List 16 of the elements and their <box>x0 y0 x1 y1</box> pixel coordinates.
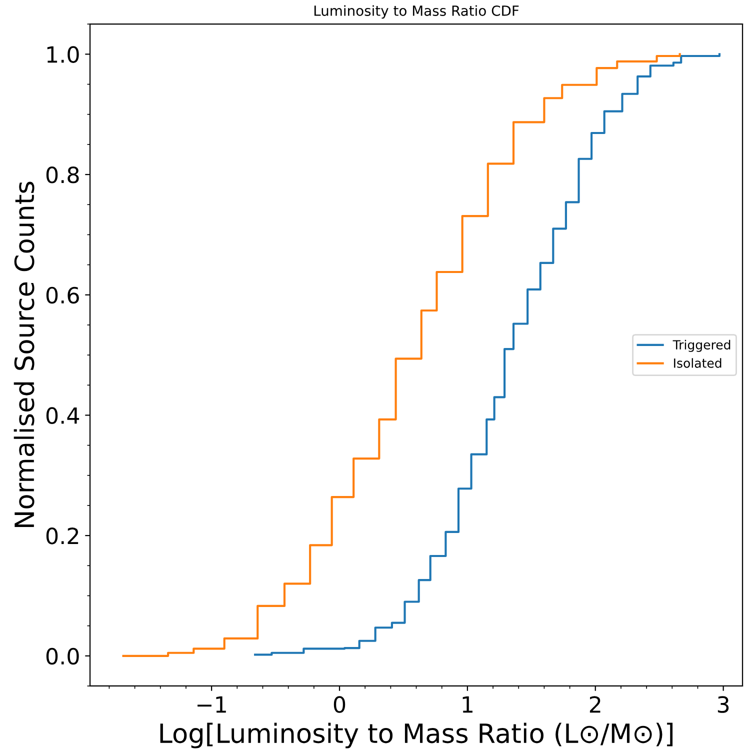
y-tick-label: 0.8 <box>46 166 79 184</box>
y-tick-label: 0.6 <box>46 286 79 304</box>
x-tick-label: −1 <box>198 696 226 713</box>
x-tick-label: 2 <box>590 696 600 713</box>
y-tick-label: 0.0 <box>46 648 79 665</box>
legend-label: Triggered <box>672 340 730 352</box>
y-tick-label: 0.2 <box>46 528 78 544</box>
x-tick-label: 0 <box>334 696 346 713</box>
y-tick-label: 0.4 <box>46 407 80 424</box>
legend-label: Isolated <box>674 358 722 368</box>
x-axis-title: Log[Luminosity to Mass Ratio (L⊙/M⊙)] <box>160 722 673 748</box>
x-tick-label: 3 <box>718 696 729 713</box>
y-axis-title: Normalised Source Counts <box>14 182 34 527</box>
y-tick-label: 1.0 <box>47 46 79 63</box>
x-tick-label: 1 <box>462 696 472 713</box>
chart-title: Luminosity to Mass Ratio CDF <box>314 5 519 19</box>
